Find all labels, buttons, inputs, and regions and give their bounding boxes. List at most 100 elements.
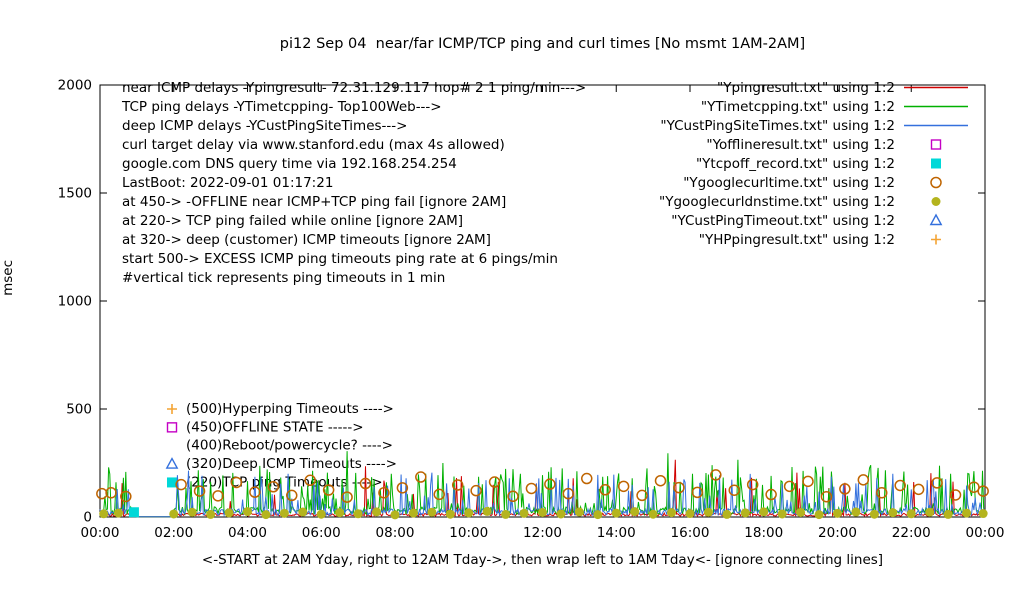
scatter-Ygooglecurltime.txt (912, 483, 925, 496)
scatter-Ygooglecurldnstime.txt (445, 509, 455, 519)
x-tick-label: 00:00 (966, 525, 1005, 541)
info-line: #vertical tick represents ping timeouts … (122, 270, 445, 286)
scatter-Ygooglecurldnstime.txt (261, 510, 271, 520)
scatter-Ygooglecurldnstime.txt (574, 507, 584, 517)
legend-marker-filled-square (931, 158, 941, 169)
x-tick-label: 04:00 (228, 525, 267, 541)
x-tick-label: 06:00 (302, 525, 341, 541)
level-annotation: (320)Deep ICMP Timeouts ----> (186, 456, 397, 472)
scatter-Ygooglecurldnstime.txt (298, 507, 308, 517)
scatter-Ygooglecurldnstime.txt (243, 507, 252, 517)
info-line: at 320-> deep (customer) ICMP timeouts [… (122, 232, 491, 248)
scatter-Ygooglecurltime.txt (599, 484, 611, 496)
scatter-Ygooglecurltime.txt (673, 481, 685, 494)
level-annotation: (500)Hyperping Timeouts ----> (186, 401, 394, 417)
scatter-Ygooglecurltime.txt (894, 479, 906, 492)
level-annotation: (400)Reboot/powercycle? ----> (186, 438, 393, 454)
scatter-Ygooglecurldnstime.txt (113, 508, 123, 518)
info-line: curl target delay via www.stanford.edu (… (122, 137, 505, 153)
scatter-Ygooglecurldnstime.txt (814, 510, 824, 520)
scatter-Ygooglecurldnstime.txt (648, 509, 658, 519)
scatter-Ygooglecurltime.txt (451, 479, 464, 491)
scatter-Ygooglecurltime.txt (636, 489, 648, 502)
legend-label: "Yofflineresult.txt" using 1:2 (706, 137, 895, 153)
scatter-Ygooglecurldnstime.txt (408, 508, 418, 518)
legend-label: "Ygooglecurldnstime.txt" using 1:2 (659, 194, 895, 210)
scatter-Ygooglecurldnstime.txt (777, 509, 787, 519)
scatter-Ygooglecurldnstime.txt (722, 509, 732, 519)
scatter-Ygooglecurltime.txt (765, 488, 777, 501)
scatter-Ygooglecurltime.txt (617, 480, 630, 493)
scatter-Ygooglecurltime.txt (931, 477, 943, 489)
scatter-Ygooglecurltime.txt (581, 472, 593, 485)
scatter-Ygooglecurltime.txt (322, 484, 335, 496)
level-annotation-open-square (166, 422, 178, 433)
scatter-Ygooglecurldnstime.txt (685, 509, 695, 519)
scatter-Ygooglecurltime.txt (267, 481, 280, 493)
legend-label: "Ygooglecurltime.txt" using 1:2 (683, 175, 895, 191)
scatter-Ygooglecurldnstime.txt (630, 507, 640, 517)
scatter-Ygooglecurltime.txt (488, 476, 501, 488)
x-axis-label: <-START at 2AM Yday, right to 12AM Tday-… (201, 552, 884, 568)
scatter-Ygooglecurltime.txt (105, 487, 117, 499)
y-tick-label: 1500 (58, 186, 92, 202)
scatter-Ygooglecurldnstime.txt (667, 508, 677, 518)
scatter-Ygooglecurltime.txt (876, 487, 888, 499)
scatter-Ygooglecurltime.txt (562, 487, 575, 500)
scatter-Ygooglecurldnstime.txt (888, 508, 898, 518)
x-tick-label: 22:00 (892, 525, 931, 541)
level-annotation-filled-square (167, 477, 177, 488)
scatter-Ygooglecurldnstime.txt (279, 508, 289, 518)
scatter-Ygooglecurltime.txt (802, 475, 814, 488)
info-line: google.com DNS query time via 192.168.25… (122, 156, 457, 172)
scatter-Ygooglecurltime.txt (286, 489, 298, 502)
scatter-Ygooglecurldnstime.txt (372, 507, 382, 517)
scatter-Ygooglecurldnstime.txt (703, 507, 713, 517)
scatter-Ygooglecurldnstime.txt (99, 509, 109, 519)
legend-marker-filled-circle (931, 197, 941, 206)
scatter-Ygooglecurltime.txt (230, 476, 243, 489)
scatter-Ygooglecurldnstime.txt (335, 508, 345, 518)
scatter-Ygooglecurldnstime.txt (740, 508, 750, 518)
info-line: deep ICMP delays -YCustPingSiteTimes---> (122, 118, 407, 134)
scatter-Ygooglecurltime.txt (710, 469, 722, 481)
scatter-Ygooglecurldnstime.txt (464, 508, 474, 518)
info-line: start 500-> EXCESS ICMP ping timeouts pi… (122, 251, 558, 267)
scatter-Ygooglecurldnstime.txt (519, 508, 529, 518)
scatter-Ygooglecurldnstime.txt (851, 507, 861, 517)
scatter-Ygooglecurldnstime.txt (316, 509, 326, 519)
scatter-Ygooglecurltime.txt (433, 488, 445, 501)
info-line: LastBoot: 2022-09-01 01:17:21 (122, 175, 333, 191)
scatter-Ygooglecurltime.txt (820, 490, 833, 503)
scatter-Ygooglecurldnstime.txt (759, 507, 769, 517)
scatter-Ygooglecurltime.txt (212, 490, 224, 502)
info-line: near ICMP delays -Ypingresult- 72.31.129… (122, 80, 586, 96)
legend-marker-plus (931, 234, 941, 245)
scatter-Ygooglecurltime.txt (304, 474, 316, 487)
scatter-Ygooglecurldnstime.txt (556, 509, 566, 519)
legend-label: "Ypingresult.txt" using 1:2 (717, 80, 895, 96)
scatter-Ygooglecurltime.txt (193, 485, 206, 497)
legend-label: "YTimetcpping.txt" using 1:2 (701, 99, 895, 115)
scatter-Ygooglecurldnstime.txt (906, 509, 916, 519)
x-tick-label: 14:00 (597, 525, 636, 541)
scatter-Ygooglecurldnstime.txt (169, 509, 179, 519)
legend-label: "YHPpingresult.txt" using 1:2 (699, 232, 895, 248)
x-tick-label: 00:00 (81, 525, 120, 541)
scatter-Ygooglecurltime.txt (120, 490, 132, 503)
info-line: TCP ping delays -YTimetcpping- Top100Web… (121, 99, 442, 115)
scatter-Ygooglecurltime.txt (949, 489, 962, 501)
x-tick-label: 20:00 (818, 525, 857, 541)
scatter-Ygooglecurltime.txt (470, 484, 482, 497)
scatter-Ygooglecurldnstime.txt (593, 510, 603, 520)
y-tick-label: 2000 (58, 78, 92, 94)
scatter-Ygooglecurltime.txt (839, 483, 851, 495)
scatter-Ygooglecurltime.txt (525, 482, 538, 495)
scatter-Ygooglecurldnstime.txt (390, 510, 400, 520)
level-annotation-plus (167, 404, 177, 414)
scatter-Ygooglecurltime.txt (857, 474, 870, 486)
legend-marker-open-circle (930, 176, 942, 189)
scatter-Ygooglecurldnstime.txt (796, 507, 806, 517)
scatter-Ygooglecurldnstime.txt (962, 508, 972, 518)
scatter-Ygooglecurltime.txt (544, 478, 556, 490)
